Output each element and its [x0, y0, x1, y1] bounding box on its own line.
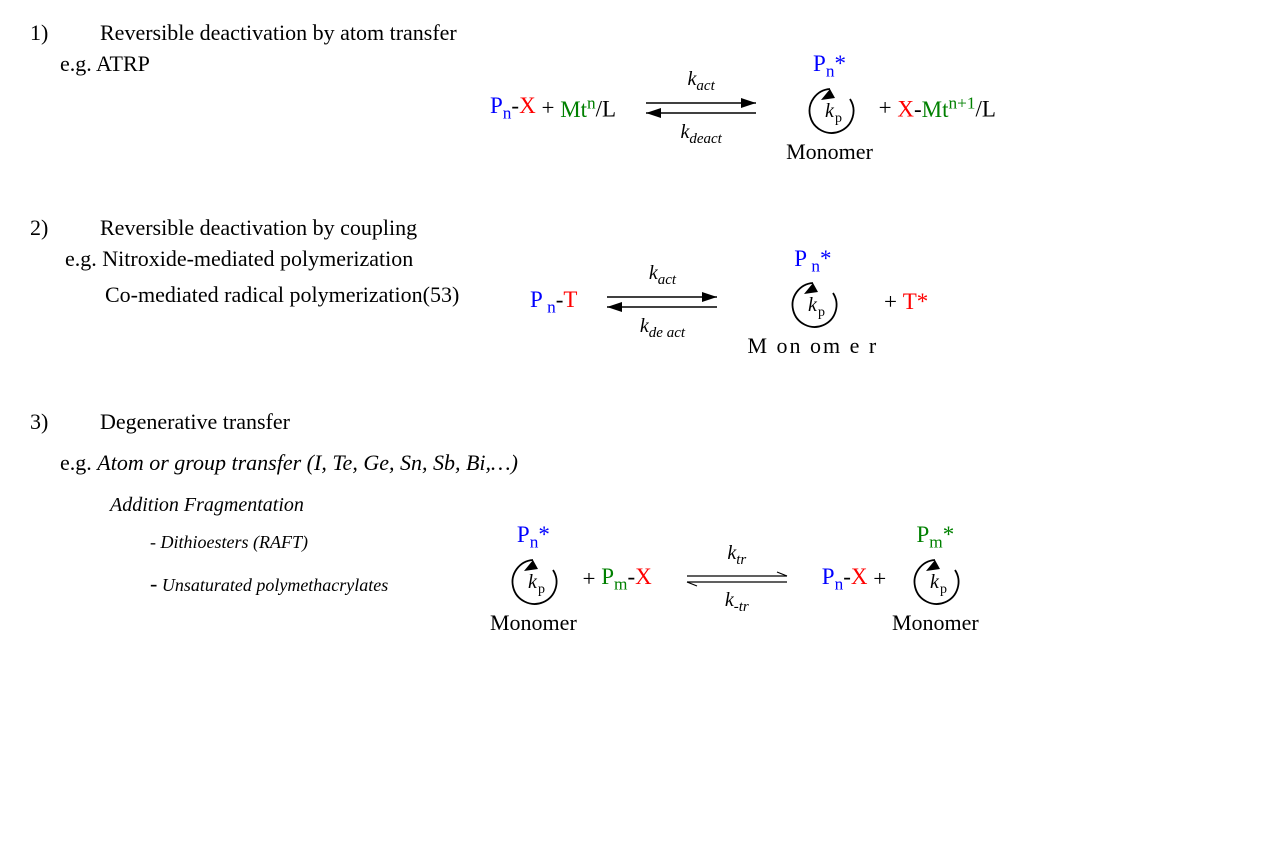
plus: + — [878, 289, 902, 315]
arrow-svg — [631, 94, 771, 122]
reaction-scheme: Pn* k p Monomer + Pm-X ktr — [490, 522, 1258, 636]
species-tstar: T* — [903, 289, 929, 315]
species-pnx: Pn-X — [822, 564, 868, 595]
svg-text:k: k — [825, 100, 835, 122]
monomer-loop-left: k p Monomer — [490, 555, 577, 636]
loop-icon: k p — [778, 278, 848, 333]
monomer-label: Monomer — [786, 139, 873, 165]
equilibrium-arrows: ktr k-tr — [677, 543, 797, 615]
species-mtn: Mtn/L — [560, 93, 616, 123]
section-degenerative: 3) Degenerative transfer e.g. Atom or gr… — [30, 409, 1258, 636]
bullet-polymethacrylates: - Unsaturated polymethacrylates — [60, 571, 490, 597]
example-text-1: e.g. Nitroxide-mediated polymerization — [60, 246, 490, 272]
example-main: e.g. Atom or group transfer (I, Te, Ge, … — [30, 450, 1258, 476]
addition-frag: Addition Fragmentation — [30, 494, 1258, 517]
reaction-scheme: P n-T kact kde act P n* — [490, 246, 1258, 360]
species-pmx: Pm-X — [601, 564, 652, 595]
svg-text:k: k — [528, 571, 538, 593]
monomer-loop: k p Monomer — [786, 84, 873, 165]
monomer-loop: k p M on om e r — [747, 278, 878, 359]
svg-text:p: p — [940, 582, 947, 597]
species-pnx: Pn-X — [490, 93, 536, 124]
arrow-svg — [592, 288, 732, 316]
species-pnstar: P n* — [794, 246, 831, 277]
monomer-label: Monomer — [892, 610, 979, 636]
scheme-row: e.g. ATRP Pn-X + Mtn/L kact kdeact — [30, 51, 1258, 165]
section-title: Reversible deactivation by coupling — [100, 215, 1258, 241]
example-text-2: Co-mediated radical polymerization(53) — [60, 282, 490, 308]
species-pnstar: Pn* — [517, 522, 550, 553]
example-text: e.g. ATRP — [60, 51, 490, 77]
svg-text:p: p — [818, 305, 825, 320]
arrow-svg — [677, 568, 797, 590]
monomer-loop-right: k p Monomer — [892, 555, 979, 636]
equilibrium-arrows: kact kdeact — [631, 69, 771, 147]
section-header: 3) Degenerative transfer — [30, 409, 1258, 435]
section-number: 1) — [30, 20, 100, 46]
species-xmtn1: X-Mtn+1/L — [897, 93, 996, 123]
example-label: e.g. ATRP — [30, 51, 490, 165]
k-act: kact — [649, 263, 676, 288]
example-label: e.g. Nitroxide-mediated polymerization C… — [30, 246, 490, 360]
monomer-label: M on om e r — [747, 333, 878, 359]
svg-text:k: k — [808, 294, 818, 316]
section-atom-transfer: 1) Reversible deactivation by atom trans… — [30, 20, 1258, 165]
k-minus-tr: k-tr — [725, 590, 749, 615]
equilibrium-arrows: kact kde act — [592, 263, 732, 341]
equation-line: P n-T kact kde act P n* — [490, 246, 1258, 360]
plus: + — [867, 566, 891, 592]
equation-line: Pn* k p Monomer + Pm-X ktr — [490, 522, 1258, 636]
example-main-text: Atom or group transfer (I, Te, Ge, Sn, S… — [97, 450, 518, 475]
section-number: 3) — [30, 409, 100, 435]
section-header: 2) Reversible deactivation by coupling — [30, 215, 1258, 241]
section-title: Reversible deactivation by atom transfer — [100, 20, 1258, 46]
k-tr: ktr — [727, 543, 746, 568]
svg-text:p: p — [538, 582, 545, 597]
reaction-scheme: Pn-X + Mtn/L kact kdeact Pn* — [490, 51, 1258, 165]
loop-icon: k p — [795, 84, 865, 139]
svg-text:p: p — [835, 111, 842, 126]
k-act: kact — [688, 69, 715, 94]
plus: + — [873, 95, 897, 121]
monomer-label: Monomer — [490, 610, 577, 636]
plus: + — [577, 566, 601, 592]
species-pmstar: Pm* — [916, 522, 954, 553]
section-number: 2) — [30, 215, 100, 241]
bullet-raft: - Dithioesters (RAFT) — [60, 532, 490, 553]
loop-icon: k p — [498, 555, 568, 610]
loop-icon: k p — [900, 555, 970, 610]
k-deact: kde act — [640, 316, 685, 341]
section-title: Degenerative transfer — [100, 409, 1258, 435]
svg-text:k: k — [930, 571, 940, 593]
section-coupling: 2) Reversible deactivation by coupling e… — [30, 215, 1258, 360]
equation-line: Pn-X + Mtn/L kact kdeact Pn* — [490, 51, 1258, 165]
section-header: 1) Reversible deactivation by atom trans… — [30, 20, 1258, 46]
k-deact: kdeact — [680, 122, 721, 147]
species-pnt: P n-T — [530, 287, 577, 318]
scheme-row: - Dithioesters (RAFT) - Unsaturated poly… — [30, 522, 1258, 636]
species-pnstar: Pn* — [813, 51, 846, 82]
example-bullets: - Dithioesters (RAFT) - Unsaturated poly… — [30, 522, 490, 636]
plus: + — [536, 95, 560, 121]
scheme-row: e.g. Nitroxide-mediated polymerization C… — [30, 246, 1258, 360]
